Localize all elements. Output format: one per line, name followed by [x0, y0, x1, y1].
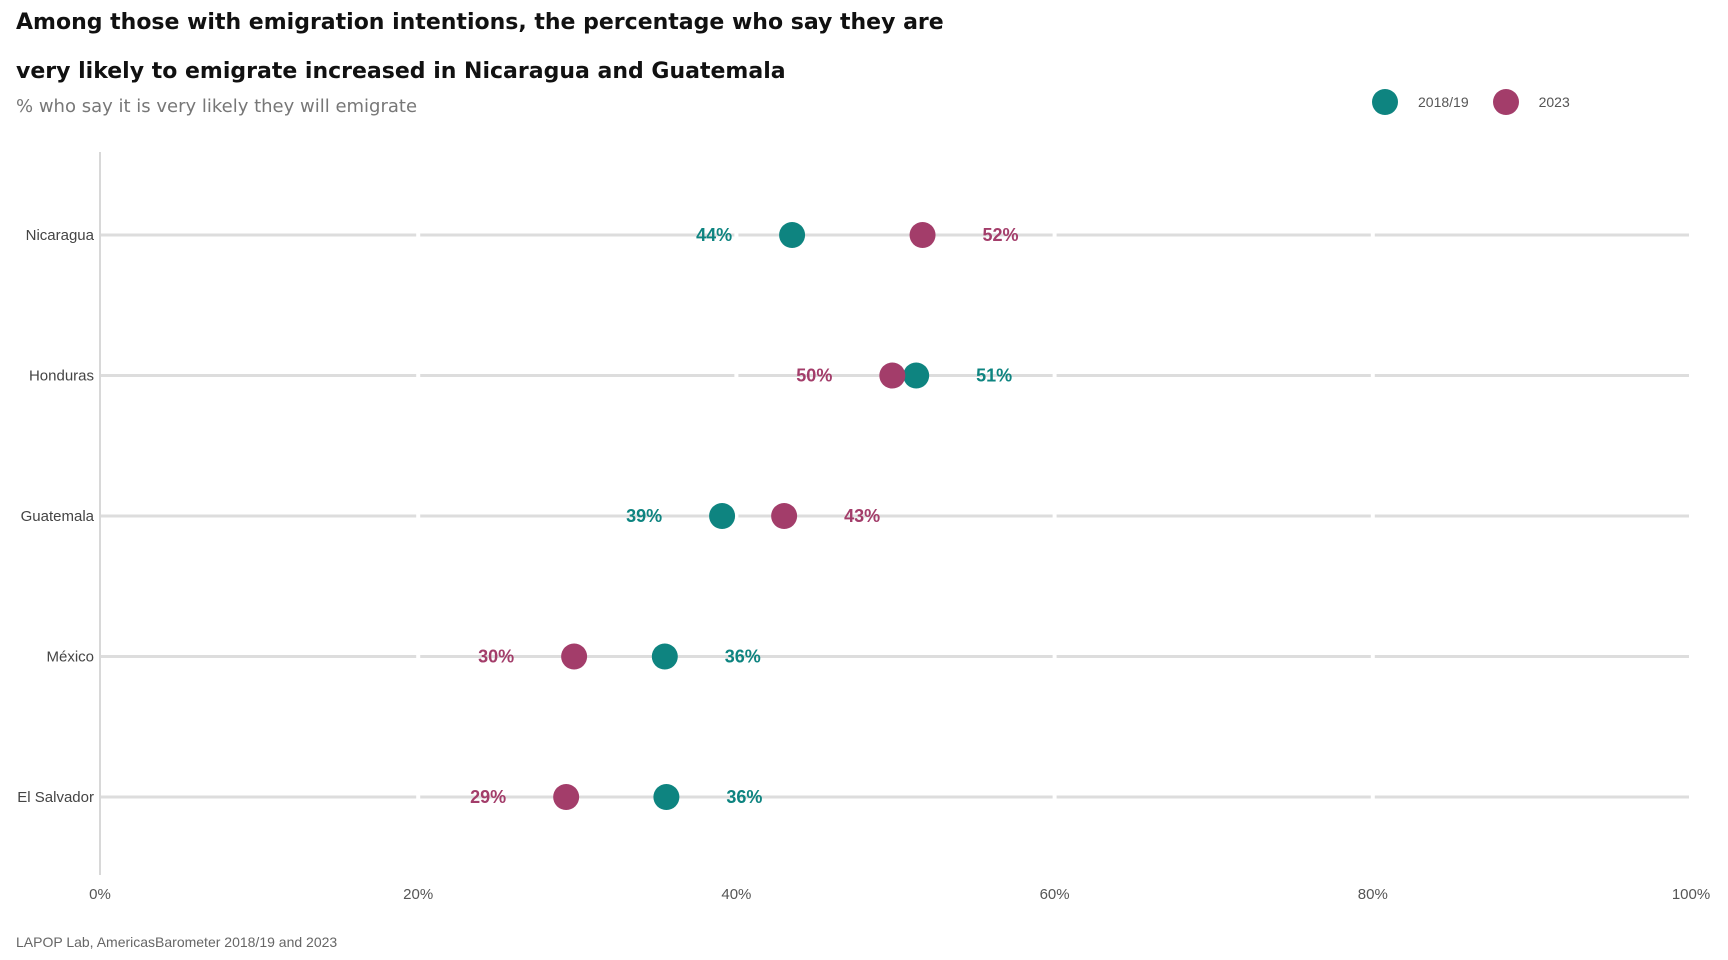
legend: 2018/19 2023 [1372, 89, 1570, 115]
value-label-honduras-2023: 50% [796, 366, 832, 386]
value-label-guatemala-2018-19: 39% [626, 506, 662, 526]
chart-title-line-1: Among those with emigration intentions, … [16, 10, 944, 35]
value-label-mexico-2023: 30% [478, 647, 514, 667]
value-label-nicaragua-2023: 52% [983, 225, 1019, 245]
point-guatemala-2023 [771, 503, 798, 529]
x-tick-label-60: 60% [1040, 886, 1070, 903]
category-label-honduras: Honduras [29, 368, 94, 385]
chart-title-line-2: very likely to emigrate increased in Nic… [16, 59, 786, 84]
value-label-honduras-2018-19: 51% [976, 366, 1012, 386]
category-label-el-salvador: El Salvador [17, 789, 94, 806]
x-tick-label-100: 100% [1672, 886, 1710, 903]
category-label-nicaragua: Nicaragua [26, 227, 95, 244]
category-label-mexico: México [46, 649, 94, 666]
value-label-mexico-2018-19: 36% [725, 647, 761, 667]
point-nicaragua-2023 [909, 222, 936, 248]
legend-swatch-2018 [1372, 89, 1398, 115]
point-honduras-2018-19 [903, 362, 930, 389]
value-label-guatemala-2023: 43% [844, 506, 880, 526]
value-label-el-salvador-2023: 29% [470, 787, 506, 807]
point-mexico-2023 [561, 643, 588, 670]
point-mexico-2018-19 [651, 643, 678, 670]
category-label-guatemala: Guatemala [21, 508, 95, 525]
chart-subtitle: % who say it is very likely they will em… [16, 96, 418, 117]
point-guatemala-2018-19 [709, 503, 736, 529]
x-tick-label-0: 0% [89, 886, 111, 903]
point-el-salvador-2023 [553, 784, 580, 810]
x-tick-label-80: 80% [1358, 886, 1388, 903]
value-label-el-salvador-2018-19: 36% [726, 787, 762, 807]
legend-swatch-2023 [1492, 89, 1519, 115]
legend-item-2023: 2023 [1492, 89, 1570, 115]
value-label-nicaragua-2018-19: 44% [696, 225, 732, 245]
x-tick-label-20: 20% [403, 886, 433, 903]
point-nicaragua-2018-19 [779, 222, 806, 248]
x-tick-label-40: 40% [721, 886, 751, 903]
legend-item-2018: 2018/19 [1372, 89, 1469, 115]
legend-label-2018: 2018/19 [1418, 94, 1469, 110]
point-el-salvador-2018-19 [653, 784, 680, 810]
source-note: LAPOP Lab, AmericasBarometer 2018/19 and… [16, 934, 338, 950]
point-honduras-2023 [879, 362, 906, 389]
legend-label-2023: 2023 [1538, 94, 1570, 110]
